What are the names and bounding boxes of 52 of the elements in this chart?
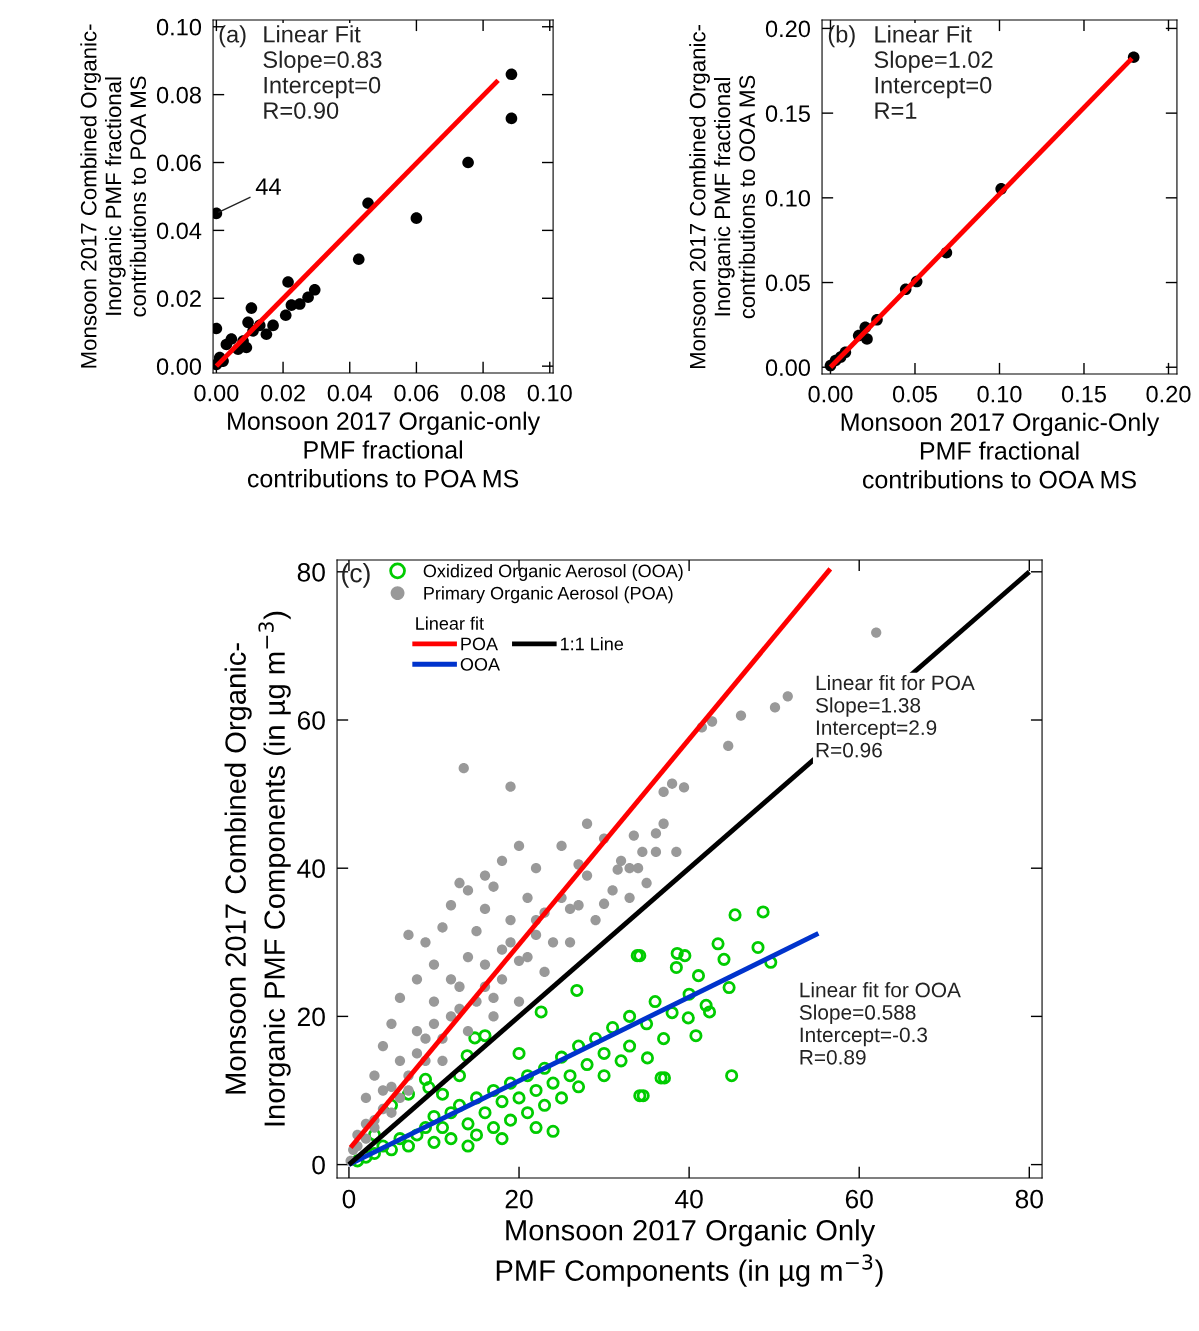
y-tick-label: 60: [297, 711, 325, 730]
y-tick-label: 0: [312, 1155, 325, 1175]
x-tick-label: 20: [505, 1189, 533, 1209]
x-tick-label: 0.10: [527, 384, 572, 402]
x-tick-label: 0.05: [892, 385, 937, 403]
legend-label: Primary Organic Aerosol (POA): [424, 586, 673, 604]
y-tick-label: 0.06: [156, 154, 201, 172]
x-tick-label: 60: [845, 1189, 873, 1209]
x-tick-label: 40: [675, 1189, 703, 1209]
y-axis-title: Monsoon 2017 Combined Organic- Inorganic PMF fractional contributions to OOA MS: [689, 25, 756, 369]
y-axis-title: Monsoon 2017 Combined Organic- Inorganic PMF fractional contributions to POA MS: [80, 24, 147, 368]
annotation: Linear fit for OOA Slope=0.588 Intercept=-0.3 R=0.89: [799, 982, 961, 1065]
y-tick-label: 0.08: [156, 86, 201, 104]
x-tick-label: 80: [1015, 1189, 1043, 1209]
annotation: Linear fit for POA Slope=1.38 Intercept=2.9 R=0.96: [815, 674, 975, 758]
legend-label: 1:1 Line: [560, 637, 624, 651]
x-tick-label: 0.15: [1061, 385, 1106, 403]
y-tick-label: 0.04: [156, 222, 202, 240]
y-tick-label: 80: [297, 562, 325, 582]
legend-label: OOA: [460, 657, 500, 671]
legend-title: Linear fit: [416, 616, 484, 630]
x-axis-title: Monsoon 2017 Organic-only PMF fractional contributions to POA MS: [228, 411, 541, 488]
x-tick-label: 0.20: [1146, 385, 1191, 403]
y-tick-label: 0.15: [765, 105, 810, 122]
y-tick-label: 0.00: [765, 359, 810, 377]
annotation: Linear Fit Slope=0.83 Intercept=0 R=0.90: [263, 25, 382, 119]
y-axis-title: Monsoon 2017 Combined Organic- Inorganic PMF Components (in µg m$^{−3}$): [224, 611, 291, 1126]
legend-label: POA: [461, 637, 498, 651]
x-tick-label: 0.00: [194, 384, 239, 402]
x-tick-label: 0.06: [394, 384, 439, 402]
y-tick-label: 0.10: [156, 18, 202, 36]
annotation: 44: [255, 178, 281, 195]
y-tick-label: 40: [297, 859, 325, 879]
x-tick-label: 0.00: [808, 385, 853, 403]
annotation: (b): [828, 25, 855, 48]
annotation: (a): [219, 25, 246, 48]
x-axis-title: Monsoon 2017 Organic Only PMF Components (in µg m$^{−3}$): [496, 1219, 883, 1287]
y-tick-label: 0.10: [765, 189, 810, 207]
x-tick-label: 0: [342, 1189, 356, 1209]
y-tick-label: 0.02: [156, 290, 201, 308]
legend-label: Oxidized Organic Aerosol (OOA): [423, 564, 683, 581]
x-tick-label: 0.04: [327, 384, 373, 402]
annotation: Linear Fit Slope=1.02 Intercept=0 R=1: [874, 25, 993, 119]
x-tick-label: 0.10: [977, 385, 1022, 403]
y-tick-label: 0.05: [765, 274, 810, 292]
x-tick-label: 0.02: [261, 384, 305, 402]
annotation: (c): [342, 563, 370, 588]
y-tick-label: 20: [297, 1007, 325, 1027]
y-tick-label: 0.20: [765, 20, 810, 38]
x-tick-label: 0.08: [461, 384, 506, 402]
y-tick-label: 0.00: [156, 358, 202, 375]
x-axis-title: Monsoon 2017 Organic-Only PMF fractional contributions to OOA MS: [841, 412, 1160, 489]
